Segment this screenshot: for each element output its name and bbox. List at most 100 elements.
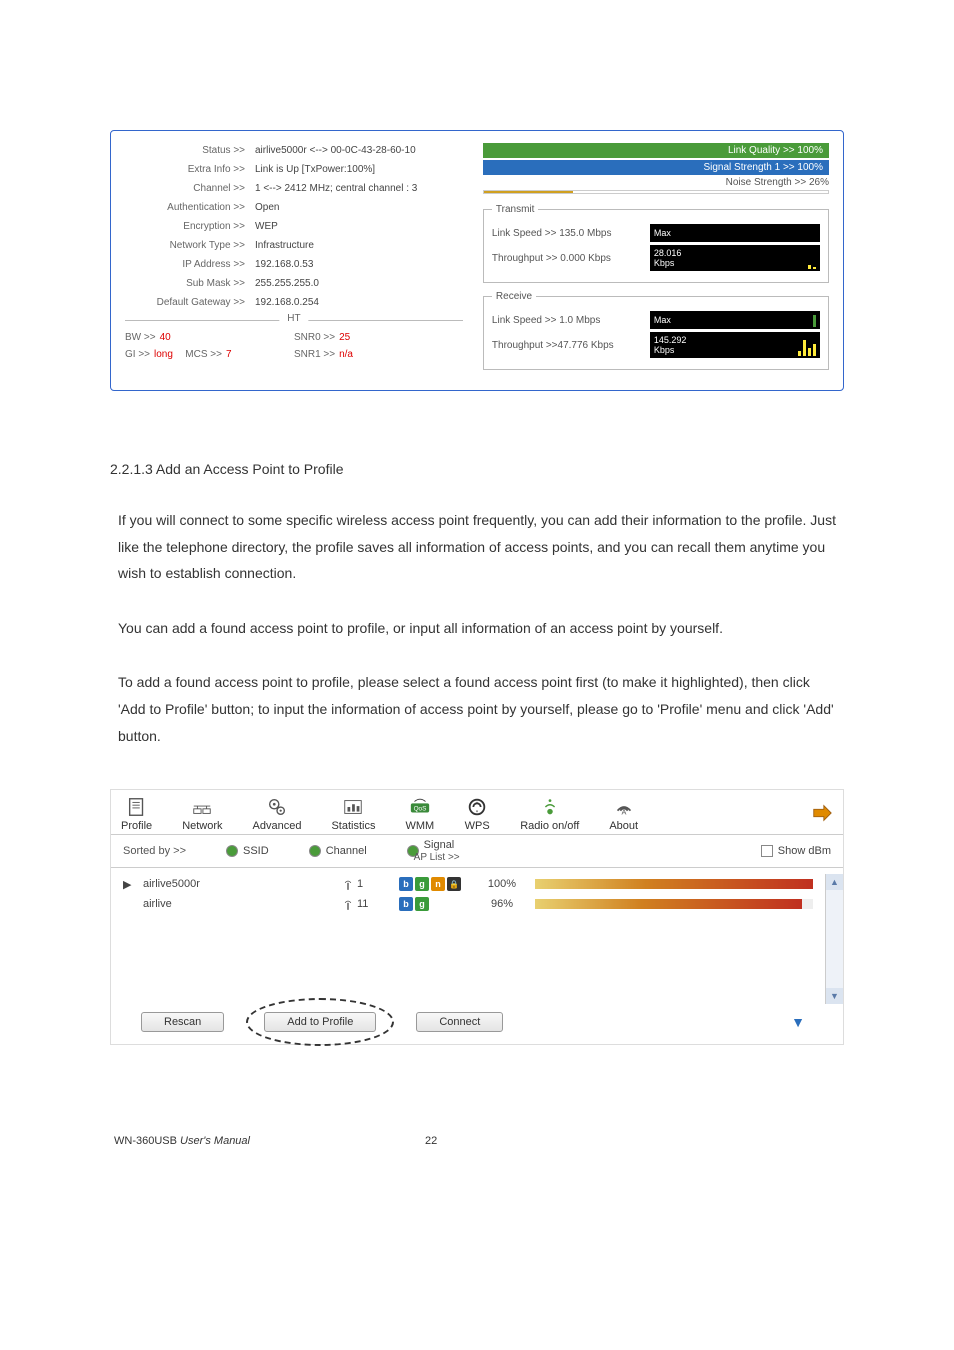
mode-b-badge: b <box>399 877 413 891</box>
paragraph-1: If you will connect to some specific wir… <box>118 507 836 587</box>
receive-fieldset: Receive Link Speed >> 1.0 Mbps Max Throu… <box>483 291 829 370</box>
status-left-column: Status >>airlive5000r <--> 00-0C-43-28-6… <box>125 143 463 378</box>
show-dbm-option[interactable]: Show dBm <box>761 845 831 857</box>
tx-max-label: Max <box>654 228 816 238</box>
mode-n-badge: n <box>431 877 445 891</box>
radio-icon <box>537 796 563 818</box>
scroll-up-icon[interactable]: ▲ <box>826 874 843 890</box>
rx-max-label: Max <box>654 315 816 325</box>
mode-g-badge: g <box>415 877 429 891</box>
status-right-column: Link Quality >> 100% Signal Strength 1 >… <box>483 143 829 378</box>
ap-list-row[interactable]: ▶airlive5000r1bgn🔒100% <box>115 874 821 894</box>
mask-value: 255.255.255.0 <box>245 276 319 291</box>
sorted-by-label: Sorted by >> <box>123 845 186 857</box>
tab-about-label: About <box>609 820 638 832</box>
noise-track <box>483 190 829 194</box>
tab-network-label: Network <box>182 820 222 832</box>
noise-label: Noise Strength >> 26% <box>726 177 829 188</box>
tab-about[interactable]: A About <box>609 796 638 832</box>
antenna-icon <box>341 877 355 891</box>
tab-wps[interactable]: WPS <box>464 796 490 832</box>
tab-network[interactable]: Network <box>182 796 222 832</box>
tab-profile-label: Profile <box>121 820 152 832</box>
bw-label: BW >> <box>125 332 156 343</box>
section-heading: 2.2.1.3 Add an Access Point to Profile <box>110 461 844 477</box>
row-modes: bgn🔒 <box>399 877 469 891</box>
sort-row: Sorted by >> SSID Channel SignalAP List … <box>111 834 843 868</box>
status-panel: Status >>airlive5000r <--> 00-0C-43-28-6… <box>110 130 844 391</box>
tab-statistics[interactable]: Statistics <box>331 796 375 832</box>
extrainfo-label: Extra Info >> <box>125 162 245 177</box>
rx-max-value: 145.292 <box>654 335 816 345</box>
snr1-label: SNR1 >> <box>294 349 335 360</box>
row-signal-bar <box>535 899 813 909</box>
tx-linkspeed-value: 135.0 Mbps <box>559 228 611 239</box>
wmm-icon: QoS <box>407 796 433 818</box>
rescan-button[interactable]: Rescan <box>141 1012 224 1032</box>
tx-unit: Kbps <box>654 258 816 268</box>
paragraph-2: You can add a found access point to prof… <box>118 615 836 642</box>
scrollbar[interactable]: ▲ ▼ <box>825 874 843 1004</box>
extrainfo-value: Link is Up [TxPower:100%] <box>245 162 375 177</box>
tab-advanced[interactable]: Advanced <box>253 796 302 832</box>
encryption-label: Encryption >> <box>125 219 245 234</box>
footer-title: WN-360USB User's Manual <box>114 1135 250 1147</box>
statistics-icon <box>340 796 366 818</box>
gateway-value: 192.168.0.254 <box>245 295 319 310</box>
rx-chart: 145.292 Kbps <box>650 332 820 358</box>
mask-label: Sub Mask >> <box>125 276 245 291</box>
snr1-value: n/a <box>335 349 357 360</box>
channel-value: 1 <--> 2412 MHz; central channel : 3 <box>245 181 417 196</box>
sort-signal-option[interactable]: SignalAP List >> <box>407 839 460 863</box>
wps-icon <box>464 796 490 818</box>
signal-strength-bar: Signal Strength 1 >> 100% <box>483 160 829 175</box>
ap-list: ▶airlive5000r1bgn🔒100%airlive11bg96% <box>111 874 825 1004</box>
footer: WN-360USB User's Manual 22 <box>110 1135 844 1147</box>
svg-text:QoS: QoS <box>413 806 426 813</box>
receive-legend: Receive <box>492 291 536 302</box>
add-to-profile-highlight: Add to Profile <box>264 1012 376 1032</box>
tab-radio[interactable]: Radio on/off <box>520 796 579 832</box>
ip-value: 192.168.0.53 <box>245 257 313 272</box>
scroll-down-icon[interactable]: ▼ <box>826 988 843 1004</box>
tx-chart: 28.016 Kbps <box>650 245 820 271</box>
paragraph-3: To add a found access point to profile, … <box>118 669 836 749</box>
tab-profile[interactable]: Profile <box>121 796 152 832</box>
nettype-label: Network Type >> <box>125 238 245 253</box>
channel-label: Channel >> <box>125 181 245 196</box>
expand-down-icon[interactable]: ▼ <box>791 1014 805 1030</box>
tx-chart-top: Max <box>650 224 820 242</box>
lock-icon: 🔒 <box>447 877 461 891</box>
radio-icon <box>309 845 321 857</box>
sort-channel-option[interactable]: Channel <box>309 845 367 857</box>
mcs-label: MCS >> <box>185 349 222 360</box>
svg-text:A: A <box>621 807 626 816</box>
add-to-profile-button[interactable]: Add to Profile <box>264 1012 376 1032</box>
bw-value: 40 <box>156 332 175 343</box>
rx-chart-top: Max <box>650 311 820 329</box>
tx-throughput-label: Throughput >> <box>492 253 558 264</box>
row-selected-icon: ▶ <box>123 878 135 891</box>
ap-list-row[interactable]: airlive11bg96% <box>115 894 821 914</box>
network-icon <box>189 796 215 818</box>
ht-divider: HT <box>125 320 463 321</box>
tab-wmm[interactable]: QoS WMM <box>405 796 434 832</box>
row-signal-bar <box>535 879 813 889</box>
row-signal-percent: 96% <box>477 898 527 910</box>
button-row: Rescan Add to Profile Connect ▼ <box>111 1004 843 1044</box>
sort-ssid-label: SSID <box>243 845 269 857</box>
tab-radio-label: Radio on/off <box>520 820 579 832</box>
checkbox-icon <box>761 845 773 857</box>
rx-throughput-label: Throughput >> <box>492 340 558 351</box>
connect-button[interactable]: Connect <box>416 1012 503 1032</box>
sort-signal-label: Signal <box>424 839 455 851</box>
sort-ssid-option[interactable]: SSID <box>226 845 269 857</box>
rx-linkspeed-value: 1.0 Mbps <box>559 315 600 326</box>
nettype-value: Infrastructure <box>245 238 314 253</box>
row-ssid: airlive5000r <box>143 878 333 890</box>
row-ssid: airlive <box>143 898 333 910</box>
network-panel: Profile Network Advanced Statistics QoS … <box>110 789 844 1045</box>
toolbar-next-icon[interactable] <box>811 802 833 827</box>
mode-g-badge: g <box>415 897 429 911</box>
profile-icon <box>124 796 150 818</box>
